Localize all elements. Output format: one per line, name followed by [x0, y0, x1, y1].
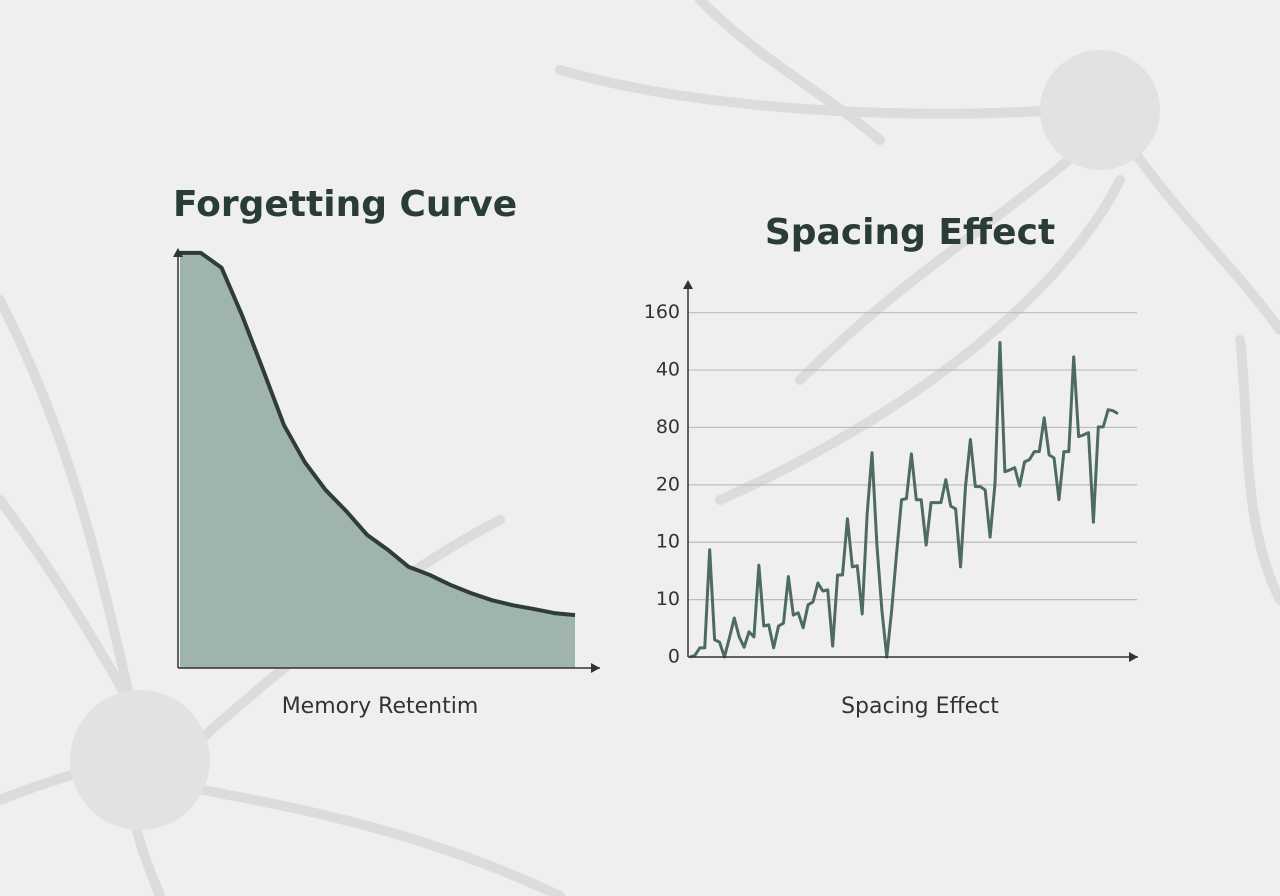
charts: Forgetting Curve Memory Retentim 0 10 10 20 80…	[173, 184, 1138, 719]
x-axis-arrow	[591, 663, 600, 673]
line	[689, 341, 1119, 659]
y-tick-label: 40	[656, 359, 680, 381]
y-axis-arrow	[683, 280, 693, 289]
area-line	[180, 250, 576, 618]
chart-title: Forgetting Curve	[173, 184, 517, 225]
y-tick-label: 10	[656, 588, 680, 610]
y-tick-label: 0	[668, 646, 680, 668]
x-axis-label: Spacing Effect	[841, 694, 999, 719]
y-tick-label: 20	[656, 473, 680, 495]
neuron-body	[1040, 50, 1160, 170]
area-fill	[180, 252, 575, 668]
neuron-body	[70, 690, 210, 830]
x-axis-label: Memory Retentim	[282, 694, 479, 719]
y-axis-arrow	[173, 248, 183, 257]
y-tick-label: 10	[656, 531, 680, 553]
x-axis-arrow	[1129, 652, 1138, 662]
y-tick-label: 80	[656, 416, 680, 438]
chart-title: Spacing Effect	[765, 212, 1055, 253]
y-tick-label: 160	[644, 301, 680, 323]
